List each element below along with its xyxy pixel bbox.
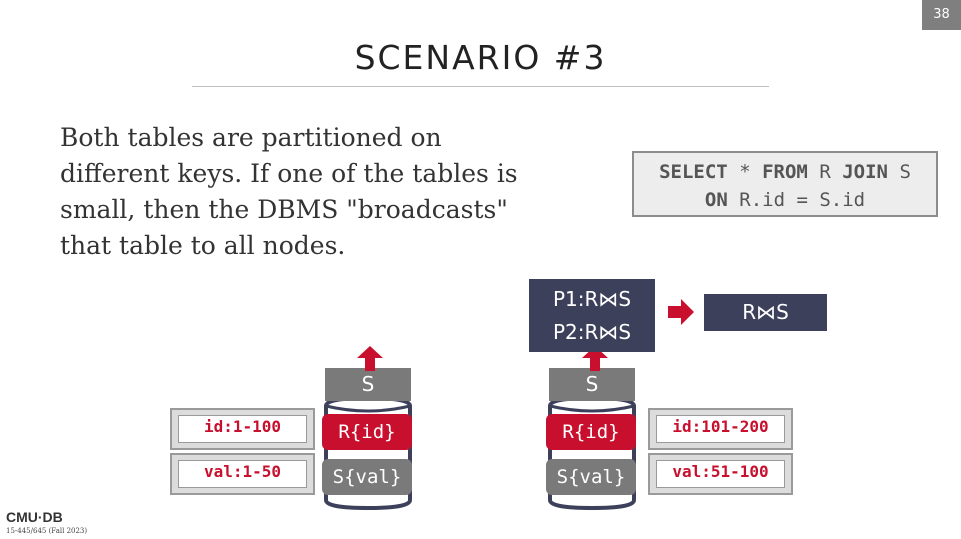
sql-line-1: SELECT * FROM R JOIN S [634,158,936,186]
slide-number: 38 [922,0,961,30]
final-result-box: R⋈S [704,294,827,331]
node2-label-s: val:51-100 [656,460,785,488]
node1-label-s-box: val:1-50 [170,453,315,495]
body-text: Both tables are partitioned on different… [60,123,518,260]
title-divider [192,86,769,87]
node1-partition-r: R{id} [322,414,412,450]
sql-query-box: SELECT * FROM R JOIN S ON R.id = S.id [632,151,938,217]
sql-keyword: SELECT [659,161,728,183]
partial-result-2: P2:R⋈S [552,320,632,344]
node2-label-r: id:101-200 [656,415,785,443]
node2-label-r-box: id:101-200 [648,408,793,450]
course-label: 15-445/645 (Fall 2023) [6,527,88,535]
right-arrow-icon [668,299,694,325]
sql-token: S [899,161,911,183]
sql-token: * [739,161,751,183]
node1-label-r-box: id:1-100 [170,408,315,450]
node2-broadcast-s: S [549,368,635,401]
slide-title: SCENARIO #3 [354,38,607,77]
node2-partition-s: S{val} [546,459,636,495]
node1-broadcast-s: S [325,368,411,401]
sql-keyword: FROM [762,161,808,183]
sql-keyword: ON [704,189,728,211]
node2-label-s-box: val:51-100 [648,453,793,495]
node2-up-arrow-icon [582,346,608,371]
sql-keyword: JOIN [842,161,888,183]
node2-partition-r: R{id} [546,414,636,450]
sql-line-2: ON R.id = S.id [634,186,936,214]
cmu-db-logo: CMU·DB [6,509,63,525]
node1-label-r: id:1-100 [178,415,307,443]
partial-results-box: P1:R⋈S P2:R⋈S [529,279,655,352]
node1-label-s: val:1-50 [178,460,307,488]
sql-token: R [819,161,831,183]
node1-up-arrow-icon [357,346,383,371]
sql-condition: R.id = S.id [739,189,866,211]
partial-result-1: P1:R⋈S [552,287,632,311]
node1-partition-s: S{val} [322,459,412,495]
